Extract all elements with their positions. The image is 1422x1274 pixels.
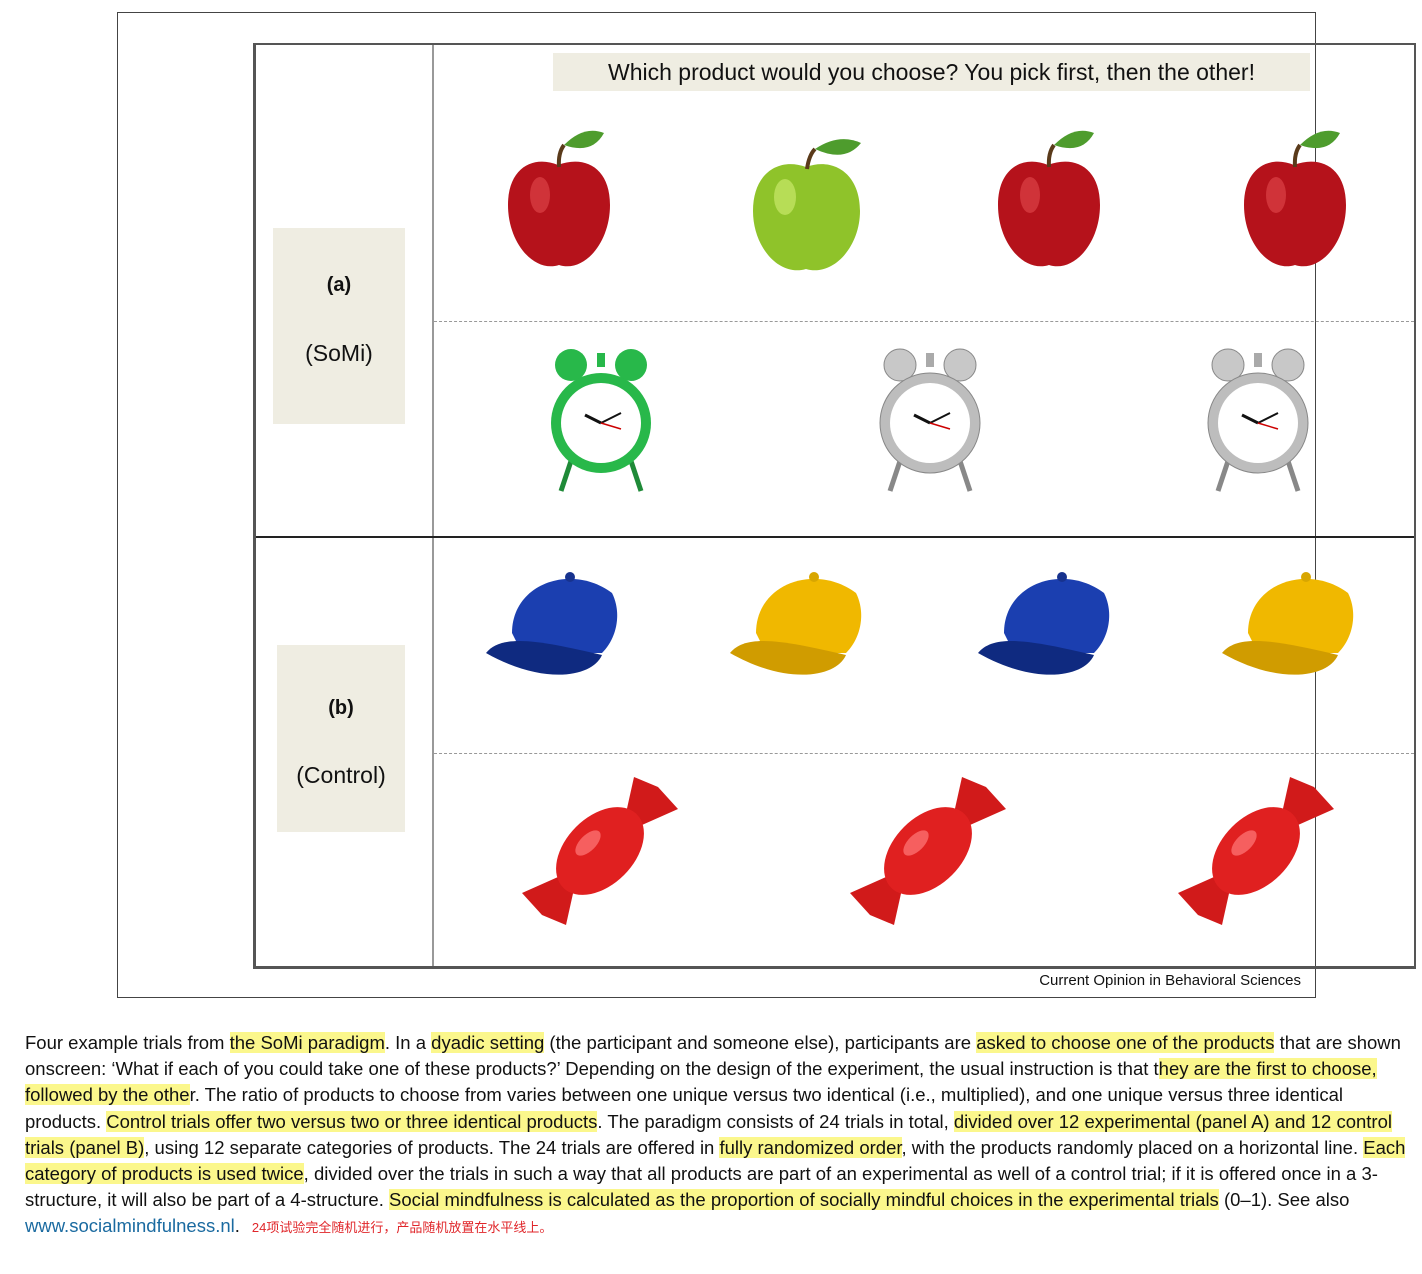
caption-segment: r. The ratio of products to choose from … [25,1084,1344,1132]
caption-annotation-note: 24项试验完全随机进行，产品随机放置在水平线上。 [251,1220,553,1236]
question-banner: Which product would you choose? You pick… [553,53,1310,91]
yellow-cap-icon [1222,572,1354,675]
caption-segment: , with the products randomly placed on a… [901,1136,1364,1158]
caption-segment: . The paradigm consists of 24 trials in … [597,1110,954,1132]
caption-segment: , divided over the trials in such a way … [25,1163,1378,1211]
row-divider [434,753,1414,754]
red-candy-icon [522,777,678,925]
caption-segment: , using 12 separate categories of produc… [144,1136,720,1158]
panel-b-label: (b) (Control) [277,645,405,832]
figure-panel: (a) (SoMi) (b) (Control) Which product w… [253,43,1416,969]
panel-separator [256,536,1414,538]
panel-a-label: (a) (SoMi) [273,228,405,424]
blue-cap-icon [486,572,618,675]
caption-highlight: Control trials offer two versus two or t… [106,1110,598,1132]
green-apple-icon [753,139,861,271]
panel-b-name: (Control) [296,762,386,788]
yellow-cap-icon [730,572,862,675]
caption-period: . [234,1215,240,1237]
silver-alarm-clock-icon [1207,348,1309,492]
caption-segment: . In a [384,1032,432,1053]
caption-highlight: dyadic setting [431,1032,545,1053]
panel-b-letter: (b) [328,697,354,719]
caption-highlight: fully randomized order [719,1136,902,1158]
red-apple-icon [1244,130,1346,267]
figure-caption: Four example trials from the SoMi paradi… [25,1030,1407,1242]
caption-segment: (0–1). See also [1218,1189,1350,1211]
blue-cap-icon [978,572,1110,675]
caption-highlight: asked to choose one of the products [976,1032,1275,1053]
caption-highlight: the SoMi paradigm [229,1032,385,1053]
silver-alarm-clock-icon [879,348,981,492]
caption-highlight: Social mindfulness is calculated as the … [388,1189,1219,1211]
caption-text: Four example trials from the SoMi paradi… [25,1032,1406,1211]
caption-segment: Four example trials from [25,1032,230,1053]
green-alarm-clock-icon [551,349,651,492]
panel-label-column [256,45,434,966]
panel-a-name: (SoMi) [305,340,373,366]
caption-segment: (the participant and someone else), part… [544,1032,977,1053]
caption-segment: that are shown onscreen: ‘What if each o… [25,1032,1401,1080]
red-apple-icon [508,130,610,267]
panel-a-letter: (a) [326,274,352,296]
red-candy-icon [1178,777,1334,925]
figure-credit: Current Opinion in Behavioral Sciences [1039,972,1301,989]
row-divider [434,321,1414,322]
red-candy-icon [850,777,1006,925]
figure-frame: (a) (SoMi) (b) (Control) Which product w… [117,12,1416,998]
red-apple-icon [998,130,1100,267]
caption-link[interactable]: www.socialmindfulness.nl [25,1215,235,1237]
